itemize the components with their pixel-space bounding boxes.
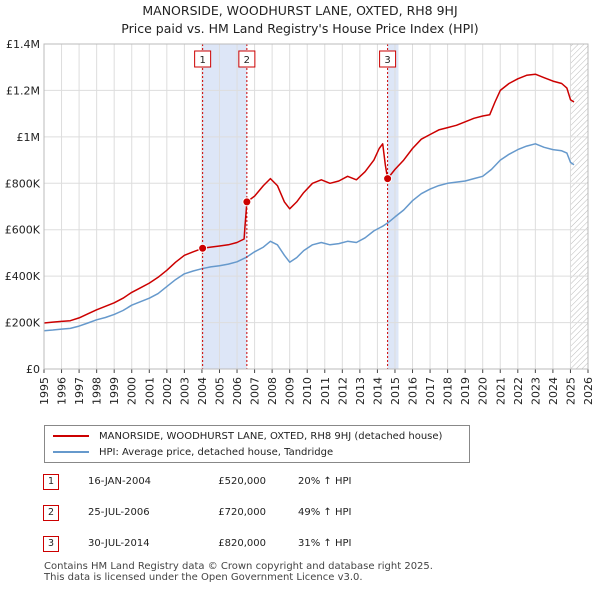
footer-copyright: Contains HM Land Registry data © Crown c… (44, 561, 433, 572)
legend-swatch-hpi (53, 451, 89, 453)
plot-background (44, 44, 588, 369)
y-tick-label: £600K (5, 224, 41, 237)
x-tick-label: 2009 (284, 377, 297, 405)
sale-number-badge: 3 (43, 536, 59, 552)
y-tick-label: £400K (5, 270, 41, 283)
x-tick-label: 2002 (161, 377, 174, 405)
x-tick-label: 2005 (213, 377, 226, 405)
legend: MANORSIDE, WOODHURST LANE, OXTED, RH8 9H… (44, 425, 470, 463)
x-tick-label: 1997 (73, 377, 86, 405)
hpi-line (43, 143, 575, 332)
legend-item-hpi: HPI: Average price, detached house, Tand… (53, 444, 333, 460)
sale-number-badge: 2 (43, 505, 59, 521)
x-tick-label: 2018 (442, 377, 455, 405)
forecast-hatch (570, 44, 588, 369)
sale-point (383, 174, 393, 184)
x-tick-label: 1996 (56, 377, 69, 405)
x-tick-label: 2013 (354, 377, 367, 405)
x-tick-label: 2024 (547, 377, 560, 405)
chart-subtitle: Price paid vs. HM Land Registry's House … (121, 21, 479, 36)
sale-marker-box (238, 50, 256, 68)
sale-hpi-change: 20% ↑ HPI (298, 476, 352, 487)
sale-row: 2 25-JUL-2006 £720,000 49% ↑ HPI (0, 505, 600, 527)
sale-date: 16-JAN-2004 (88, 476, 152, 487)
sale-price: £720,000 (218, 507, 266, 518)
footer: Contains HM Land Registry data © Crown c… (44, 561, 433, 583)
x-tick-label: 1999 (108, 377, 121, 405)
x-tick-label: 2023 (529, 377, 542, 405)
x-tick-label: 2004 (196, 377, 209, 405)
x-tick-label: 2016 (407, 377, 420, 405)
sale-row: 3 30-JUL-2014 £820,000 31% ↑ HPI (0, 536, 600, 558)
y-tick-label: £1.4M (6, 38, 40, 51)
legend-item-property: MANORSIDE, WOODHURST LANE, OXTED, RH8 9H… (53, 428, 442, 444)
legend-label-hpi: HPI: Average price, detached house, Tand… (99, 446, 334, 458)
sale-point (242, 197, 252, 207)
shaded-period (387, 44, 399, 369)
sale-price: £820,000 (218, 538, 266, 549)
x-tick-label: 1998 (91, 377, 104, 405)
x-tick-label: 2003 (178, 377, 191, 405)
x-tick-label: 2019 (459, 377, 472, 405)
legend-swatch-property (53, 435, 89, 437)
sale-hpi-change: 49% ↑ HPI (298, 507, 352, 518)
x-tick-label: 2000 (126, 377, 139, 405)
y-tick-label: £800K (5, 177, 41, 190)
x-tick-label: 2007 (249, 377, 262, 405)
x-tick-label: 2021 (494, 377, 507, 405)
x-tick-label: 1995 (38, 377, 51, 405)
sale-marker-label: 1 (199, 55, 205, 66)
x-tick-label: 2008 (266, 377, 279, 405)
plot-border (43, 43, 589, 370)
price-chart: 1 2 3 £0 £200K £400K £600K £800K £1M £1.2M £1.4M 1… (5, 38, 595, 405)
y-tick-label: £1M (17, 131, 41, 144)
sale-marker-label: 3 (384, 55, 390, 66)
x-tick-label: 2025 (564, 377, 577, 405)
x-tick-label: 2022 (512, 377, 525, 405)
y-tick-label: £200K (5, 317, 41, 330)
footer-licence: This data is licensed under the Open Gov… (44, 572, 363, 583)
sale-marker-box (194, 50, 212, 68)
x-tick-label: 2017 (424, 377, 437, 405)
sale-price: £520,000 (218, 476, 266, 487)
sale-hpi-change: 31% ↑ HPI (298, 538, 352, 549)
x-tick-label: 2026 (582, 377, 595, 405)
sale-point (198, 243, 208, 253)
sale-marker-label: 2 (244, 55, 250, 66)
x-tick-label: 2015 (389, 377, 402, 405)
sale-date: 25-JUL-2006 (88, 507, 150, 518)
y-tick-label: £0 (26, 363, 40, 376)
x-tick-label: 2010 (301, 377, 314, 405)
x-tick-label: 2006 (231, 377, 244, 405)
x-tick-label: 2014 (371, 377, 384, 405)
sale-row: 1 16-JAN-2004 £520,000 20% ↑ HPI (0, 474, 600, 496)
chart-title: MANORSIDE, WOODHURST LANE, OXTED, RH8 9H… (142, 3, 458, 18)
sale-marker-box (379, 50, 397, 68)
sale-number-badge: 1 (43, 474, 59, 490)
x-tick-label: 2020 (477, 377, 490, 405)
x-tick-label: 2012 (336, 377, 349, 405)
y-tick-label: £1.2M (6, 84, 40, 97)
x-tick-label: 2011 (319, 377, 332, 405)
legend-label-property: MANORSIDE, WOODHURST LANE, OXTED, RH8 9H… (99, 430, 443, 442)
shaded-period (202, 44, 247, 369)
sale-date: 30-JUL-2014 (88, 538, 150, 549)
x-tick-label: 2001 (143, 377, 156, 405)
property-price-line (43, 73, 575, 324)
